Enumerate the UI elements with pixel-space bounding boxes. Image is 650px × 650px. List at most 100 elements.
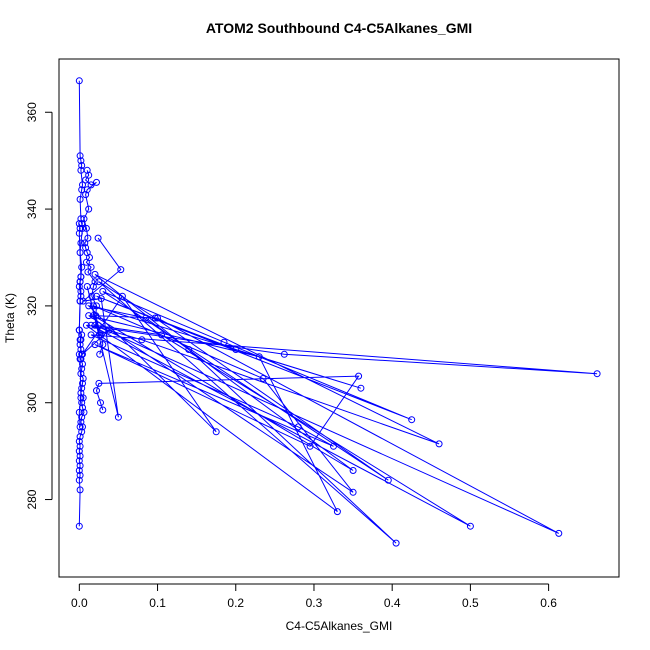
data-point — [333, 508, 341, 516]
x-tick-label: 0.2 — [227, 596, 244, 610]
data-point — [86, 254, 93, 261]
data-point — [82, 191, 90, 199]
data-point — [78, 428, 86, 436]
data-point — [89, 302, 97, 310]
data-point — [79, 224, 86, 232]
data-point — [75, 220, 83, 228]
data-point — [75, 467, 83, 474]
data-point — [78, 331, 86, 339]
data-point — [85, 302, 93, 310]
data-point — [87, 263, 95, 271]
data-point — [99, 406, 107, 414]
data-point — [76, 195, 84, 203]
data-point — [306, 442, 314, 450]
data-point — [83, 283, 91, 290]
chart-title: ATOM2 Southbound C4-C5Alkanes_GMI — [206, 20, 472, 36]
data-point — [355, 372, 363, 380]
x-axis-label: C4-C5Alkanes_GMI — [286, 619, 393, 633]
data-point — [77, 394, 85, 402]
y-tick-label: 280 — [25, 489, 39, 509]
data-point — [77, 292, 85, 300]
data-point — [93, 292, 100, 300]
data-point — [384, 476, 392, 484]
data-point — [75, 77, 83, 85]
data-point — [81, 239, 89, 247]
data-point — [76, 278, 84, 286]
data-point — [85, 312, 93, 320]
data-point — [76, 486, 84, 494]
data-point — [76, 355, 84, 363]
data-point — [78, 365, 86, 373]
data-point — [83, 186, 91, 194]
data-point — [79, 423, 86, 431]
data-point — [83, 166, 91, 174]
data-point — [408, 416, 416, 424]
data-point — [151, 314, 159, 322]
data-point — [91, 270, 99, 278]
data-point — [78, 384, 86, 392]
data-point — [77, 273, 85, 281]
data-point — [349, 467, 357, 474]
data-point — [593, 370, 601, 378]
data-point — [77, 346, 85, 353]
data-point — [105, 326, 113, 334]
data-point — [220, 338, 228, 346]
data-point — [75, 447, 83, 455]
data-point — [76, 152, 84, 160]
data-point — [466, 522, 474, 530]
data-point — [95, 379, 103, 387]
data-point — [82, 176, 90, 184]
data-point — [97, 399, 104, 407]
data-point — [154, 314, 161, 322]
y-tick-label: 340 — [25, 199, 39, 219]
data-point — [76, 423, 84, 431]
data-point — [77, 239, 85, 247]
x-tick-label: 0.5 — [462, 596, 479, 610]
data-point — [82, 321, 90, 329]
data-point — [76, 462, 84, 470]
y-tick-label: 360 — [25, 102, 39, 122]
data-point — [84, 268, 92, 276]
data-point — [255, 353, 263, 361]
data-point — [117, 266, 125, 274]
data-point — [349, 488, 357, 496]
y-tick-label: 300 — [25, 392, 39, 412]
data-point — [75, 476, 83, 484]
data-point — [555, 529, 563, 537]
data-point — [79, 394, 87, 402]
data-point — [75, 350, 83, 358]
series-layer — [75, 77, 601, 547]
data-point — [77, 418, 85, 426]
data-point — [91, 278, 99, 286]
data-point — [75, 437, 83, 445]
data-point — [76, 471, 84, 479]
x-tick-label: 0.6 — [540, 596, 557, 610]
data-point — [357, 384, 365, 392]
data-point — [75, 457, 83, 465]
data-point — [435, 440, 443, 448]
data-point — [76, 442, 84, 450]
x-tick-label: 0.3 — [306, 596, 323, 610]
data-point — [94, 234, 102, 242]
data-point — [76, 433, 84, 441]
data-point — [76, 224, 84, 232]
data-point — [91, 341, 99, 349]
x-tick-label: 0.0 — [71, 596, 88, 610]
data-point — [82, 244, 90, 252]
data-point — [82, 258, 90, 266]
data-point — [75, 229, 83, 237]
data-point — [95, 278, 103, 286]
data-point — [78, 399, 86, 407]
data-point — [84, 234, 92, 242]
y-axis-label: Theta (K) — [3, 293, 17, 343]
data-point — [76, 297, 84, 305]
data-point — [142, 314, 150, 322]
series-line — [78, 223, 83, 427]
data-point — [96, 350, 104, 358]
data-point — [91, 321, 99, 329]
data-point — [80, 215, 88, 223]
data-point — [138, 336, 146, 344]
data-point — [96, 331, 104, 339]
data-point — [75, 283, 83, 290]
data-point — [87, 331, 95, 339]
